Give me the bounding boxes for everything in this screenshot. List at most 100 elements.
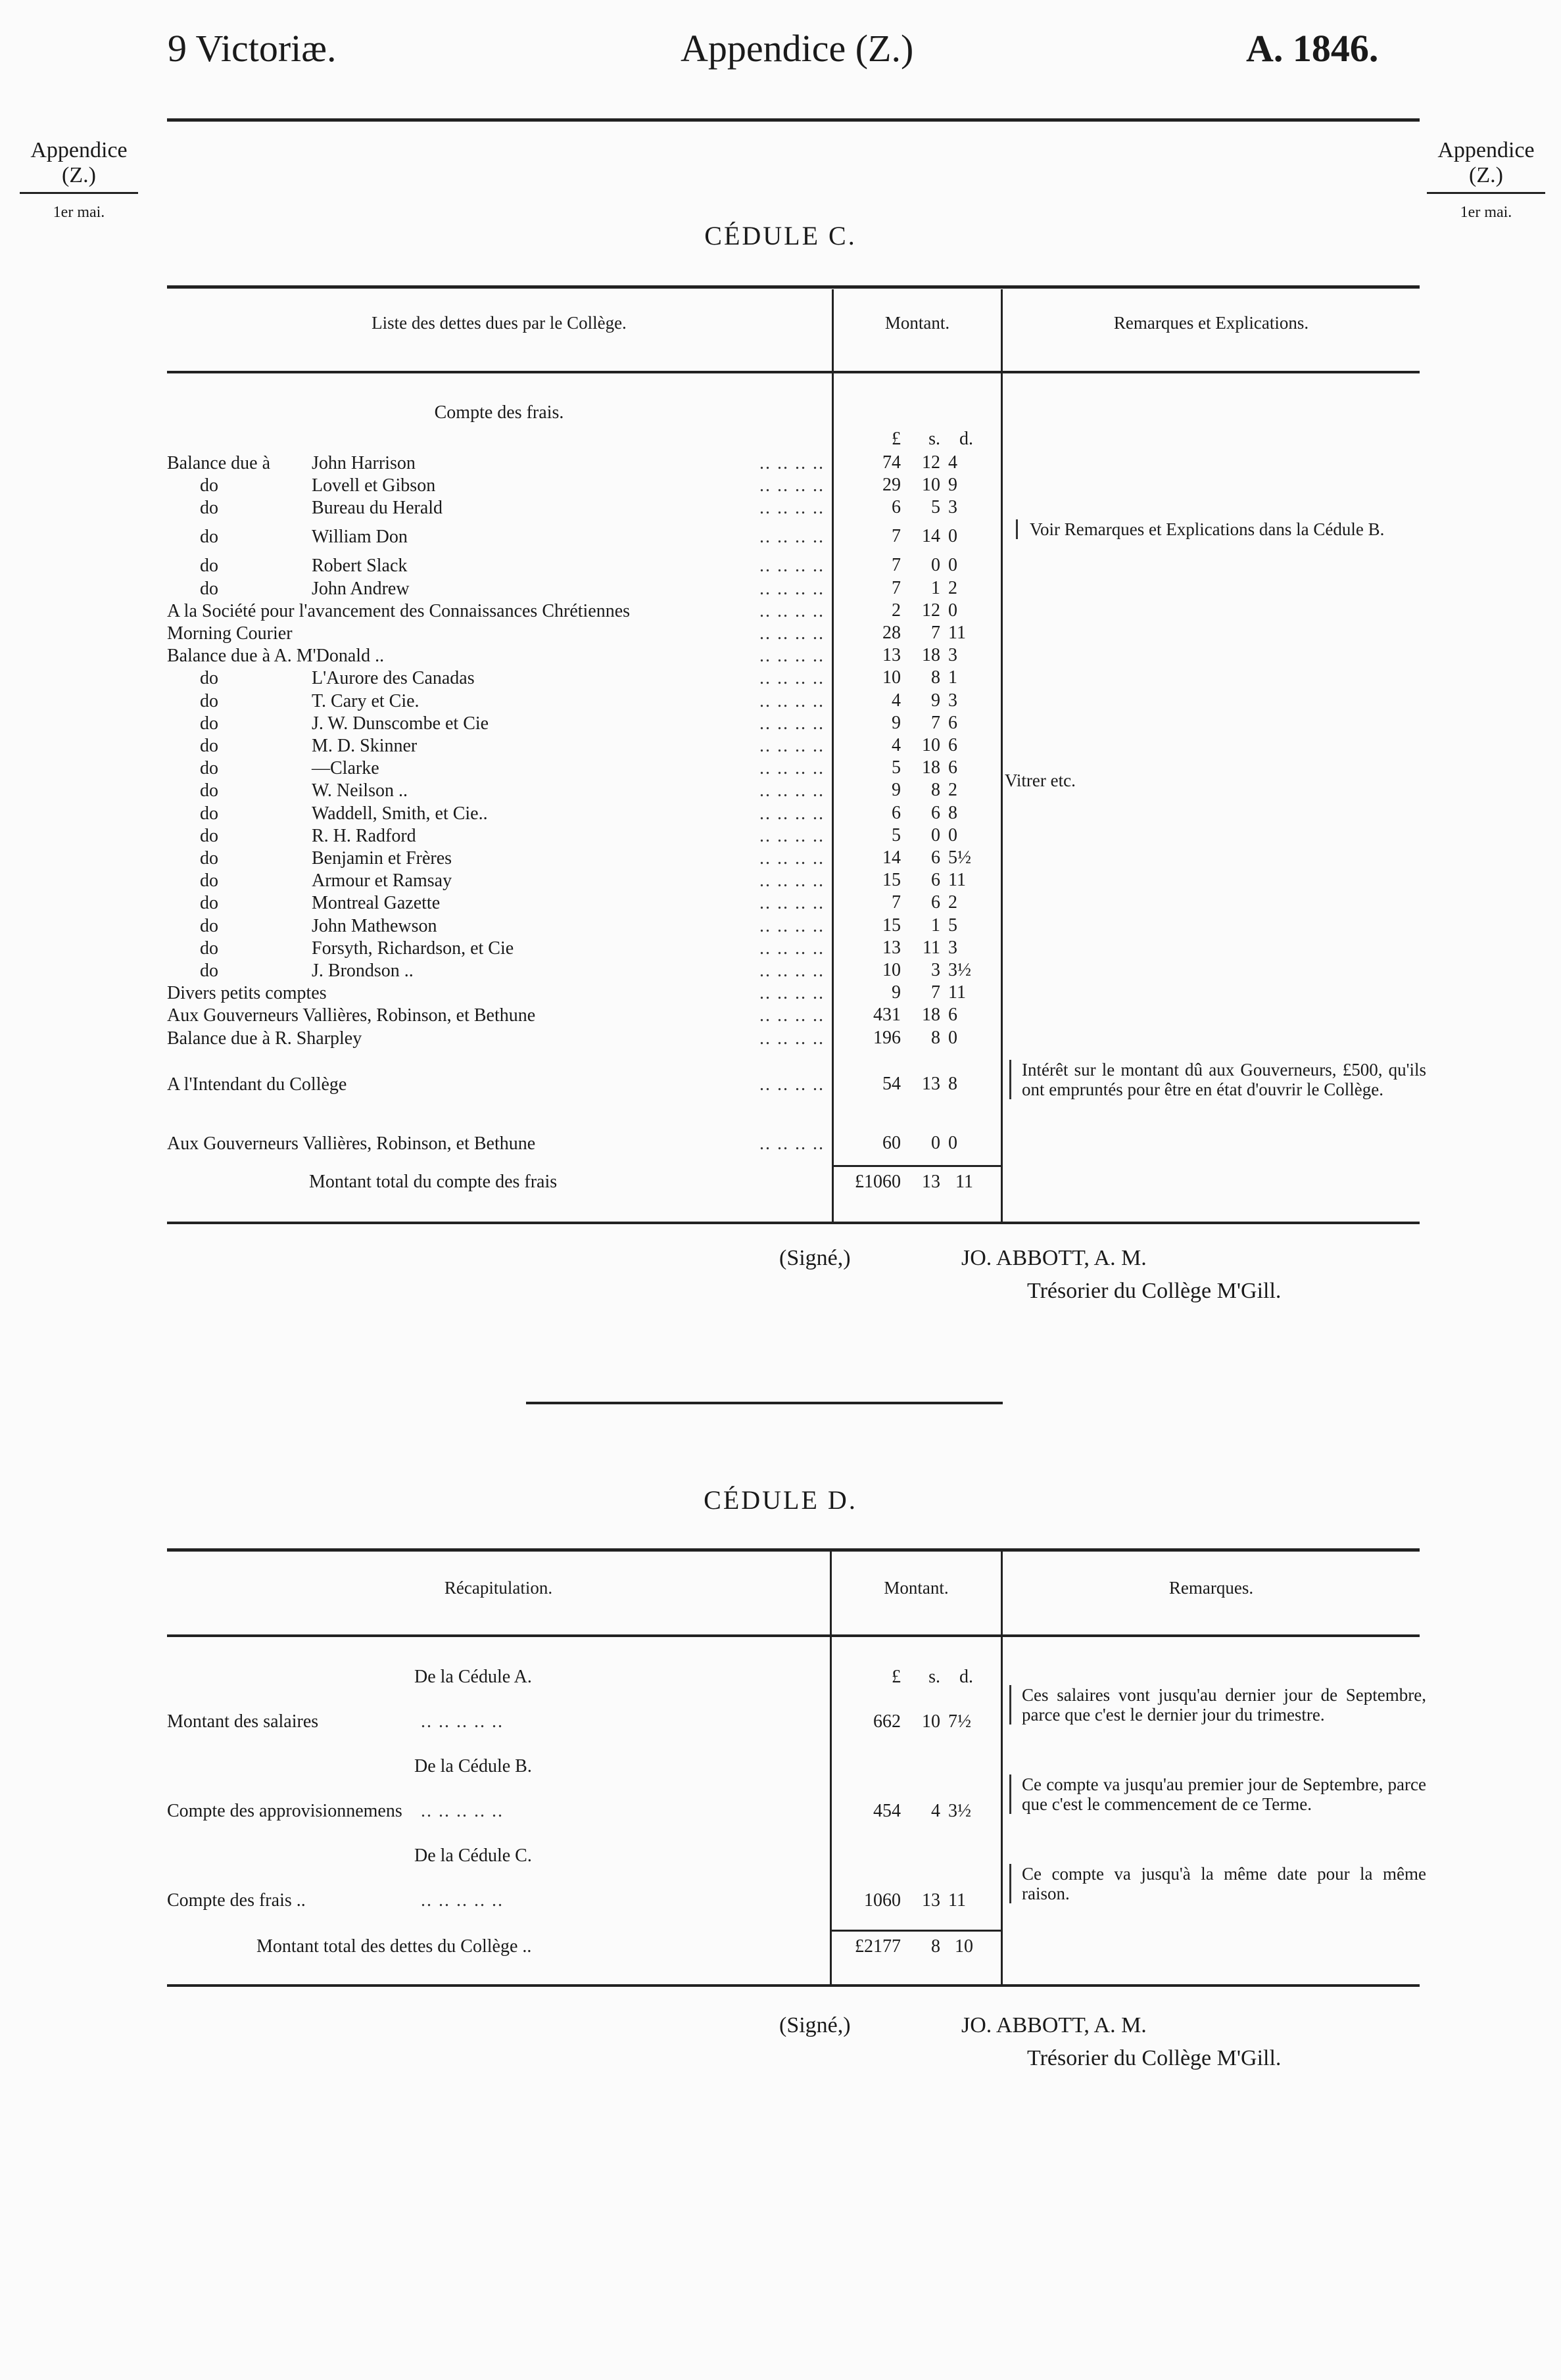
- amount-pounds: 9: [892, 982, 901, 1003]
- amount-pounds: 7: [892, 892, 901, 913]
- table-row: .. .. .. .. do R. H. Radford: [167, 824, 1002, 847]
- column-header-debts: Liste des dettes dues par le Collège.: [372, 313, 627, 333]
- amount-pounds: 28: [882, 623, 901, 643]
- row-name: L'Aurore des Canadas: [312, 667, 479, 690]
- amount-pence: 0: [948, 824, 957, 845]
- amount-shillings: 6: [931, 870, 940, 891]
- column-header-amount: Montant.: [884, 1578, 949, 1598]
- amount-shillings: 7: [931, 623, 940, 643]
- leader-dots: .. .. .. ..: [759, 983, 825, 1004]
- amount-pence: 6: [948, 1005, 957, 1026]
- amount-pounds: 29: [882, 475, 901, 496]
- amount-shillings: 6: [931, 802, 940, 823]
- leader-dots: .. .. .. ..: [759, 961, 825, 981]
- amount-shillings: 10: [922, 735, 940, 755]
- amount-pounds: 7: [892, 577, 901, 598]
- table-row: .. .. .. .. do Waddell, Smith, et Cie..: [167, 802, 1002, 825]
- amount-pence: 3: [948, 937, 957, 958]
- total-label: Montant total des dettes du Collège ..: [256, 1936, 532, 1957]
- amount-pounds: 15: [882, 915, 901, 936]
- row-prefix: Balance due à: [167, 453, 271, 473]
- amount-pounds: 7: [892, 526, 901, 547]
- row-prefix: do: [200, 848, 218, 869]
- amount-pence: 8: [948, 802, 957, 823]
- margin-label: Appendice: [1437, 138, 1535, 162]
- row-prefix: do: [200, 736, 218, 756]
- table-row: .. .. .. .. Aux Gouverneurs Vallières, Ro…: [167, 1133, 1002, 1155]
- amount-pence: 0: [948, 1027, 957, 1048]
- table-row: .. .. .. .. do Robert Slack: [167, 555, 1002, 578]
- header-bottom-rule: [167, 1634, 1420, 1637]
- amount-shillings: 14: [922, 526, 940, 547]
- row-name: Waddell, Smith, et Cie..: [312, 802, 492, 825]
- header-rule: [167, 118, 1420, 122]
- amount-pounds: 6: [892, 497, 901, 518]
- amount-pounds: 60: [882, 1133, 901, 1153]
- leader-dots: .. .. .. ..: [759, 758, 825, 779]
- amount-shillings: 8: [931, 1027, 940, 1048]
- leader-dots: .. .. .. ..: [759, 475, 825, 496]
- amount-pounds: 454: [873, 1801, 901, 1821]
- amount-pounds: 10: [882, 667, 901, 688]
- total-shillings: 13: [922, 1172, 940, 1192]
- row-prefix: do: [200, 825, 218, 846]
- leader-dots: .. .. .. ..: [759, 453, 825, 473]
- row-name: Aux Gouverneurs Vallières, Robinson, et …: [167, 1005, 540, 1028]
- total-label: Montant total du compte des frais: [309, 1172, 558, 1192]
- table-bottom-rule: [167, 1222, 1420, 1224]
- row-name: John Harrison: [312, 452, 420, 475]
- amount-pence: 11: [948, 870, 966, 891]
- row-prefix: do: [200, 475, 218, 496]
- row-name: Benjamin et Frères: [312, 847, 456, 870]
- amount-shillings: 13: [922, 1890, 940, 1911]
- row-prefix: do: [200, 527, 218, 548]
- amount-shillings: 7: [931, 982, 940, 1003]
- amount-pence: 3½: [948, 960, 971, 980]
- margin-sub: (Z.): [1469, 163, 1503, 187]
- amount-pence: 2: [948, 780, 957, 801]
- column-divider: [832, 289, 834, 1223]
- amount-pounds: 4: [892, 735, 901, 755]
- column-header-remarks: Remarques.: [1168, 1578, 1254, 1598]
- amount-pounds: 15: [882, 870, 901, 891]
- amount-pence: 3½: [948, 1801, 971, 1821]
- row-name: A la Société pour l'avancement des Conna…: [167, 600, 635, 623]
- amount-pence: 6: [948, 712, 957, 733]
- amount-shillings: 1: [931, 577, 940, 598]
- table-row: .. .. .. .. do M. D. Skinner: [167, 735, 1002, 757]
- sum-rule: [832, 1930, 1001, 1932]
- remark: Ce compte va jusqu'au premier jour de Se…: [1009, 1774, 1426, 1814]
- row-name: —Clarke: [312, 757, 383, 780]
- table-row: .. .. .. .. do W. Neilson ..: [167, 780, 1002, 803]
- section-heading: Compte des frais.: [434, 402, 564, 423]
- leader-dots: .. .. .. ..: [759, 1074, 825, 1095]
- leader-dots: .. .. .. ..: [759, 623, 825, 644]
- row-prefix: do: [200, 803, 218, 824]
- table-row: .. .. .. .. do Bureau du Herald: [167, 497, 1002, 520]
- row-name: Lovell et Gibson: [312, 475, 440, 498]
- sum-rule: [834, 1165, 1001, 1167]
- leader-dots: .. .. .. ..: [759, 1028, 825, 1049]
- unit-pence: d.: [959, 429, 973, 449]
- margin-note-left: Appendice (Z.) 1er mai.: [13, 138, 145, 223]
- header-title: Appendice (Z.): [681, 27, 914, 70]
- amount-pence: 5: [948, 915, 957, 936]
- row-name: J. W. Dunscombe et Cie: [312, 712, 493, 735]
- amount-shillings: 8: [931, 780, 940, 801]
- amount-pence: 5½: [948, 847, 971, 868]
- margin-sub: (Z.): [62, 163, 96, 187]
- amount-pounds: 196: [873, 1027, 901, 1048]
- amount-shillings: 10: [922, 475, 940, 496]
- row-name: M. D. Skinner: [312, 735, 421, 757]
- table-bottom-rule: [167, 1984, 1420, 1987]
- amount-shillings: 9: [931, 690, 940, 711]
- amount-pounds: 14: [882, 847, 901, 868]
- amount-shillings: 12: [922, 452, 940, 473]
- amount-pence: 3: [948, 645, 957, 666]
- table-row: .. .. .. .. do —Clarke: [167, 757, 1002, 780]
- leader-dots: .. .. .. ..: [759, 1005, 825, 1026]
- table-row: .. .. .. .. do T. Cary et Cie.: [167, 690, 1002, 713]
- row-label: Compte des frais ..: [167, 1890, 306, 1911]
- row-prefix: do: [200, 690, 218, 711]
- column-header-recap: Récapitulation.: [444, 1578, 553, 1598]
